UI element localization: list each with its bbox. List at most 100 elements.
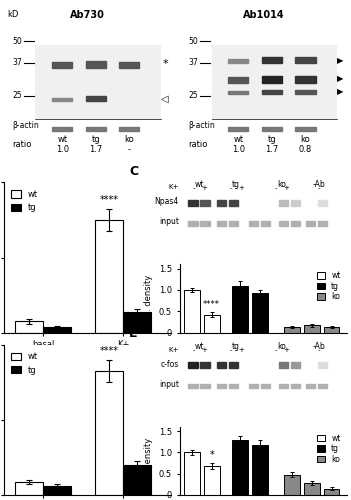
Bar <box>204 314 220 332</box>
Bar <box>252 293 267 333</box>
Bar <box>200 221 210 226</box>
Text: E: E <box>130 328 138 340</box>
Text: ▶: ▶ <box>337 87 344 96</box>
Bar <box>229 221 238 226</box>
Text: input: input <box>159 217 179 226</box>
Bar <box>217 200 226 206</box>
Bar <box>262 76 282 82</box>
Text: C: C <box>130 165 139 178</box>
Bar <box>52 127 72 132</box>
Bar <box>15 482 44 495</box>
Text: wt: wt <box>194 180 204 188</box>
Text: ****: **** <box>203 300 220 309</box>
Bar <box>260 221 270 226</box>
Bar <box>304 326 319 332</box>
Bar <box>296 127 316 132</box>
Bar <box>44 328 71 332</box>
Bar <box>291 384 300 388</box>
Text: -Ab: -Ab <box>313 342 325 351</box>
Text: Npas4: Npas4 <box>154 197 179 206</box>
Bar <box>123 465 151 495</box>
Text: *: * <box>209 450 214 460</box>
Bar <box>229 91 249 94</box>
Text: K+: K+ <box>168 347 179 353</box>
Text: -: - <box>318 185 320 191</box>
Text: input: input <box>159 380 179 388</box>
Bar <box>200 384 210 388</box>
Bar <box>184 290 200 333</box>
Bar <box>291 200 300 206</box>
Bar <box>217 384 226 388</box>
Text: wt: wt <box>194 342 204 351</box>
Text: +: + <box>201 185 207 191</box>
Text: -: - <box>229 185 232 191</box>
Bar <box>184 452 200 495</box>
Text: ▶: ▶ <box>337 56 344 65</box>
Bar <box>279 384 289 388</box>
Bar <box>123 312 151 332</box>
Bar <box>86 62 106 68</box>
Text: Ab730: Ab730 <box>70 10 105 20</box>
Bar <box>279 200 289 206</box>
Bar <box>304 483 319 495</box>
Bar <box>35 44 161 119</box>
Text: ko: ko <box>277 342 286 351</box>
Bar <box>324 327 339 332</box>
Bar <box>318 384 327 388</box>
Bar <box>291 362 300 368</box>
Bar <box>262 57 282 63</box>
Text: ****: **** <box>100 195 119 205</box>
Bar <box>229 59 249 63</box>
Bar <box>204 466 220 495</box>
Text: wt: wt <box>233 135 244 144</box>
Bar <box>260 384 270 388</box>
Text: 0.8: 0.8 <box>299 145 312 154</box>
Text: tg: tg <box>232 180 240 188</box>
Bar <box>306 384 315 388</box>
Bar <box>15 322 44 332</box>
Bar <box>217 362 226 368</box>
Text: ko: ko <box>277 180 286 188</box>
Text: Ab1014: Ab1014 <box>243 10 284 20</box>
Text: A: A <box>0 0 5 2</box>
Bar <box>318 200 327 206</box>
Text: +: + <box>238 348 244 354</box>
Bar <box>229 77 249 82</box>
Bar <box>232 440 247 495</box>
Text: -: - <box>229 348 232 354</box>
Bar <box>229 200 238 206</box>
Text: c-fos: c-fos <box>161 360 179 368</box>
Bar <box>119 127 139 132</box>
Bar <box>229 127 249 132</box>
Text: -: - <box>192 185 195 191</box>
Text: ▶: ▶ <box>337 74 344 83</box>
Text: ratio: ratio <box>188 140 207 149</box>
Text: tg: tg <box>268 135 276 144</box>
Legend: wt, tg, ko: wt, tg, ko <box>314 430 344 467</box>
Bar <box>229 362 238 368</box>
Text: +: + <box>201 348 207 354</box>
Bar <box>86 127 106 132</box>
Bar <box>95 220 123 332</box>
Text: 50: 50 <box>188 37 198 46</box>
Legend: wt, tg: wt, tg <box>8 186 41 216</box>
Bar <box>296 76 316 82</box>
Y-axis label: rel. density: rel. density <box>144 275 153 322</box>
Text: β-actin: β-actin <box>188 121 215 130</box>
Text: tg: tg <box>92 135 100 144</box>
Bar <box>188 200 198 206</box>
Bar <box>306 221 315 226</box>
Bar <box>52 98 72 100</box>
Text: 1.7: 1.7 <box>265 145 279 154</box>
Text: 1.7: 1.7 <box>89 145 102 154</box>
Text: K+: K+ <box>168 184 179 190</box>
Bar <box>284 474 299 495</box>
Bar <box>44 486 71 495</box>
Text: ◁: ◁ <box>161 94 169 104</box>
Text: 50: 50 <box>12 37 22 46</box>
Text: 25: 25 <box>188 92 198 100</box>
Text: +: + <box>284 185 290 191</box>
Bar <box>262 90 282 94</box>
Text: 37: 37 <box>188 58 198 68</box>
Bar <box>252 444 267 495</box>
